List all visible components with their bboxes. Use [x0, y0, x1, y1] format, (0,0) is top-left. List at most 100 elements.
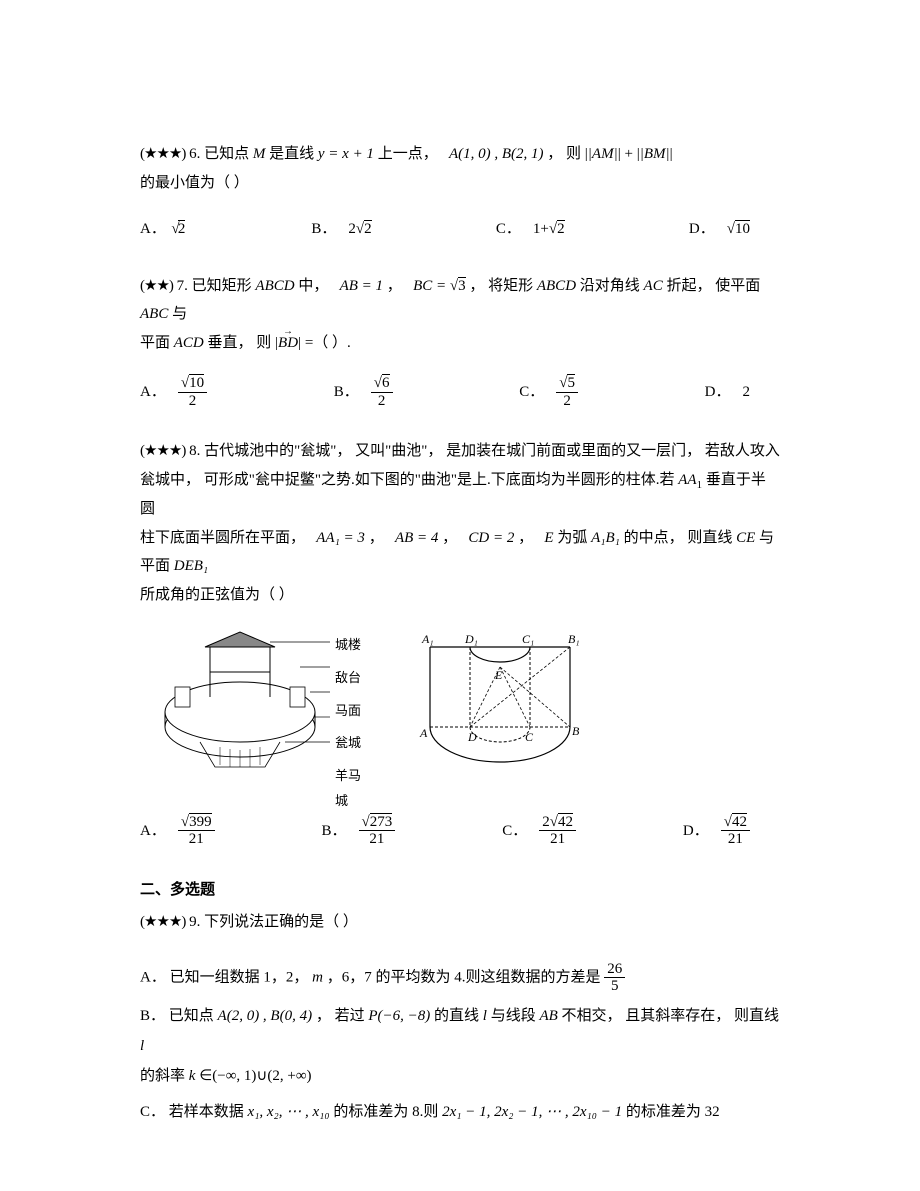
- q9-b-p4: 与线段: [491, 1008, 536, 1024]
- q8-c-frac: 2√42 21: [539, 814, 576, 848]
- q8-eq2: AB = 4: [395, 530, 438, 546]
- q6-opt-b[interactable]: B． 2√2: [311, 215, 371, 244]
- q6-opt-d[interactable]: D． √10: [689, 215, 750, 244]
- q6-b-val: 2√2: [348, 215, 371, 244]
- q6-text: (★★★) 6. 已知点 M 是直线 y = x + 1 上一点， A(1, 0…: [140, 140, 780, 197]
- q7-p1: 已知矩形: [192, 278, 252, 294]
- q7-opt-d[interactable]: D． 2: [705, 375, 750, 409]
- q6-p2: 是直线: [269, 146, 314, 162]
- q6-c-label: C．: [496, 215, 521, 244]
- q7-bd: BD: [278, 335, 298, 351]
- q9-b-p3: 的直线: [434, 1008, 479, 1024]
- q6-p1: 已知点: [204, 146, 249, 162]
- q7-p4: 沿对角线: [580, 278, 640, 294]
- q6-bm: |BM|: [640, 146, 670, 162]
- q8-a-den: 21: [186, 831, 207, 848]
- q8-opt-b[interactable]: B． √273 21: [322, 814, 396, 848]
- geom-c1: C₁: [522, 632, 534, 646]
- q8-opt-a[interactable]: A． √399 21: [140, 814, 215, 848]
- q6-opt-a[interactable]: A． 2 √: [140, 215, 187, 244]
- q7-d-label: D．: [705, 378, 731, 407]
- q8-eq1: AA₁ = 3: [316, 530, 365, 546]
- q9-text: (★★★) 9. 下列说法正确的是（ ）: [140, 908, 780, 937]
- q9-opt-a[interactable]: A． 已知一组数据 1，2， m ，6，7 的平均数为 4.则这组数据的方差是 …: [140, 961, 780, 995]
- q6-p4: ， 则: [547, 146, 581, 162]
- q7-p9: =（ ）.: [305, 335, 351, 351]
- q7-opt-b[interactable]: B． √6 2: [334, 375, 393, 409]
- q9-b-ptp: P(−6, −8): [368, 1008, 430, 1024]
- geom-e: E: [494, 668, 503, 682]
- q7-opt-c[interactable]: C． √5 2: [519, 375, 578, 409]
- q7-p2: 中，: [298, 278, 328, 294]
- q6-pts: A(1, 0) , B(2, 1): [449, 146, 544, 162]
- castle-label-5: 羊马城: [335, 764, 370, 813]
- q9-opt-c[interactable]: C． 若样本数据 x₁, x₂, ⋯ , x₁₀ 的标准差为 8.则 2x₁ −…: [140, 1097, 780, 1127]
- q8-c1: ，: [369, 530, 384, 546]
- q7-a-den: 2: [186, 393, 200, 410]
- q8-DEB: DEB₁: [174, 558, 208, 574]
- q7-difficulty: (★★): [140, 278, 173, 294]
- q7-eq2r: √3: [450, 277, 466, 294]
- q9-difficulty: (★★★): [140, 914, 185, 930]
- castle-figure: 城楼 敌台 马面 瓮城 羊马城: [140, 627, 370, 788]
- q7-acd: ACD: [174, 335, 204, 351]
- q8-c3: ，: [518, 530, 533, 546]
- q7-options: A． √10 2 B． √6 2 C． √5 2 D． 2: [140, 375, 780, 409]
- q7-eq1: AB = 1: [340, 278, 383, 294]
- geom-d: D: [467, 730, 477, 744]
- q9-b-pts: A(2, 0) , B(0, 4): [218, 1008, 313, 1024]
- q8-b-frac: √273 21: [359, 814, 396, 848]
- castle-label-1: 城楼: [335, 633, 370, 658]
- q7-d-val: 2: [742, 378, 750, 407]
- question-8: (★★★) 8. 古代城池中的"瓮城"， 又叫"曲池"， 是加装在城门前面或里面…: [140, 437, 780, 848]
- castle-label-3: 马面: [335, 699, 370, 724]
- geom-c: C: [525, 730, 534, 744]
- q9-c-label: C．: [140, 1104, 165, 1120]
- q7-abc: ABC: [140, 306, 168, 322]
- q7-p5: 折起， 使平面: [666, 278, 760, 294]
- q8-b-label: B．: [322, 817, 347, 846]
- q8-CE: CE: [736, 530, 755, 546]
- q9-c-p3: 的标准差为 32: [626, 1104, 720, 1120]
- q6-opt-c[interactable]: C． 1+√2: [496, 215, 565, 244]
- q8-E: E: [544, 530, 553, 546]
- q8-c2: ，: [442, 530, 457, 546]
- castle-label-2: 敌台: [335, 666, 370, 691]
- q7-b-frac: √6 2: [371, 375, 393, 409]
- q8-arc: A₁B₁: [591, 530, 620, 546]
- q8-a-frac: √399 21: [178, 814, 215, 848]
- q9-a-frac: 26 5: [604, 961, 625, 995]
- q8-a-label: A．: [140, 817, 166, 846]
- q6-abs1: ||AM||: [585, 146, 621, 162]
- q7-p7: 平面: [140, 335, 170, 351]
- q6-d-val: √10: [727, 215, 750, 244]
- q8-options: A． √399 21 B． √273 21 C． 2√42 21 D． √42: [140, 814, 780, 848]
- q8-l1: 古代城池中的"瓮城"， 又叫"曲池"， 是加装在城门前面或里面的又一层门， 若敌…: [204, 443, 780, 459]
- q7-abcd2: ABCD: [537, 278, 576, 294]
- question-9: (★★★) 9. 下列说法正确的是（ ） A． 已知一组数据 1，2， m ，6…: [140, 908, 780, 1127]
- q7-opt-a[interactable]: A． √10 2: [140, 375, 207, 409]
- q9-b-k: k: [189, 1068, 196, 1084]
- q9-b-p5: 不相交， 且其斜率存在， 则直线: [562, 1008, 780, 1024]
- q9-a-num: 26: [604, 961, 625, 979]
- q9-a-p1: 已知一组数据 1，2，: [170, 969, 309, 985]
- q8-l3p2: 为弧: [557, 530, 587, 546]
- geom-a1: A₁: [421, 632, 434, 646]
- geom-a: A: [419, 726, 428, 740]
- q9-b-l2: l: [140, 1038, 144, 1054]
- question-7: (★★) 7. 已知矩形 ABCD 中， AB = 1 ， BC = √3 ， …: [140, 272, 780, 410]
- q9-c-v1: x₁, x₂, ⋯ , x₁₀: [248, 1104, 330, 1120]
- q8-d-frac: √42 21: [721, 814, 750, 848]
- q6-number: 6.: [189, 146, 200, 162]
- geom-b: B: [572, 724, 580, 738]
- q9-opt-b[interactable]: B． 已知点 A(2, 0) , B(0, 4) ， 若过 P(−6, −8) …: [140, 1001, 780, 1091]
- q8-opt-d[interactable]: D． √42 21: [683, 814, 750, 848]
- q9-c-p1: 若样本数据: [169, 1104, 244, 1120]
- q8-opt-c[interactable]: C． 2√42 21: [502, 814, 576, 848]
- q8-number: 8.: [189, 443, 200, 459]
- question-6: (★★★) 6. 已知点 M 是直线 y = x + 1 上一点， A(1, 0…: [140, 140, 780, 244]
- q9-a-p2: ，6，7 的平均数为 4.则这组数据的方差是: [327, 969, 601, 985]
- q7-vec: |→BD|: [275, 335, 301, 351]
- q8-aa: AA: [678, 472, 696, 488]
- q6-d-label: D．: [689, 215, 715, 244]
